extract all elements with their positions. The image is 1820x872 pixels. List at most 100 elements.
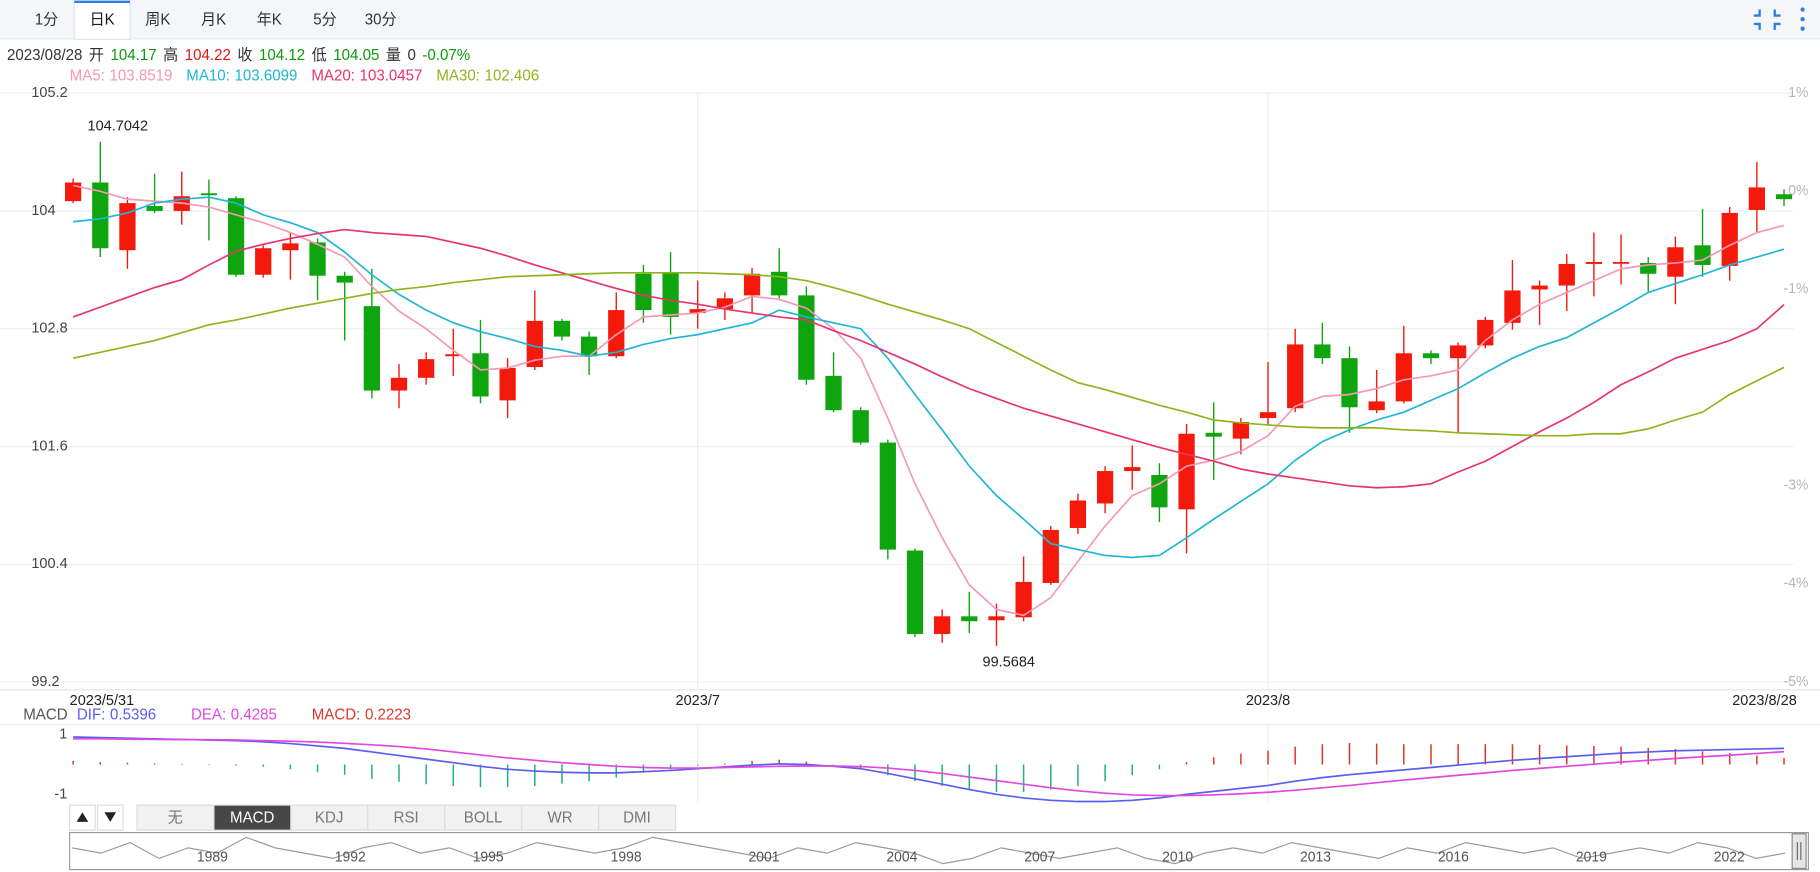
- indicator-tab[interactable]: KDJ: [315, 809, 343, 826]
- candle-body: [499, 367, 516, 401]
- collapse-glyph[interactable]: [1753, 9, 1781, 30]
- y-tick-label: 105.2: [31, 85, 67, 101]
- legend-value: 103.0457: [360, 67, 423, 84]
- low-value: 104.05: [333, 47, 379, 64]
- indicator-tab-bg[interactable]: [367, 804, 446, 831]
- navigator-handle[interactable]: [1791, 833, 1807, 870]
- candle-body: [1450, 345, 1467, 359]
- candle-body: [1259, 412, 1277, 419]
- menu-dot[interactable]: [1800, 26, 1805, 31]
- legend-name: MACD:: [312, 706, 361, 723]
- change-value: -0.07%: [422, 47, 470, 64]
- candle-body: [1124, 467, 1141, 472]
- candle-body: [1422, 353, 1440, 359]
- candle-body: [92, 182, 109, 249]
- legend-name: MA30:: [436, 67, 480, 84]
- ma-line: [72, 184, 1785, 617]
- candle-body: [635, 273, 652, 311]
- period-tab[interactable]: 周K: [145, 11, 171, 28]
- legend: MA5: 103.8519 MA10: 103.6099 MA20: 103.0457 MA…: [70, 67, 539, 84]
- candle-body: [1395, 353, 1412, 402]
- period-tab[interactable]: 日K: [90, 11, 116, 28]
- legend-name: MA10:: [186, 67, 230, 84]
- period-tab[interactable]: 1分: [35, 11, 58, 28]
- candle-body: [906, 550, 924, 634]
- period-tab[interactable]: 月K: [201, 11, 227, 28]
- legend-name: DEA:: [191, 706, 226, 723]
- candle-body: [1151, 474, 1168, 508]
- candle-body: [1721, 212, 1738, 266]
- collapse-icon[interactable]: [1753, 9, 1781, 30]
- period-tab[interactable]: 年K: [257, 11, 283, 28]
- close-value: 104.12: [259, 47, 305, 64]
- indicator-tab[interactable]: BOLL: [464, 809, 503, 826]
- close-label: 收: [237, 47, 252, 64]
- arrow-up[interactable]: [76, 812, 89, 822]
- legend-value: 102.406: [485, 67, 539, 84]
- macd-line: [73, 737, 1785, 797]
- menu-icon[interactable]: [1800, 7, 1805, 31]
- indicator-tab-bg[interactable]: [444, 804, 523, 831]
- legend-value: 0.2223: [365, 706, 411, 723]
- candle-body: [1612, 261, 1630, 264]
- y-tick-label: 102.8: [31, 321, 67, 337]
- candle-body: [852, 410, 869, 443]
- volume-label: 量: [386, 47, 401, 64]
- period-tab[interactable]: 30分: [365, 11, 397, 28]
- y-tick-label: 99.2: [31, 674, 59, 690]
- navigator-year: 1989: [197, 848, 228, 864]
- quote-info: 2023/08/28 开 104.17 高 104.22 收 104.12 低 …: [7, 47, 471, 64]
- navigator-year: 2001: [748, 848, 779, 864]
- candle-body: [1042, 529, 1059, 583]
- low-label: 低: [312, 47, 327, 64]
- high-label: 高: [163, 47, 178, 64]
- arrow-down[interactable]: [104, 812, 117, 822]
- candle-body: [608, 310, 625, 357]
- indicator-tab[interactable]: RSI: [394, 809, 419, 826]
- candle-body: [1531, 285, 1548, 290]
- candle-body: [988, 616, 1005, 621]
- indicator-tab-bg[interactable]: [521, 804, 600, 831]
- x-tick-label: 2023/8/28: [1732, 693, 1797, 709]
- navigator-year: 2016: [1438, 848, 1469, 864]
- candle-body: [1558, 263, 1575, 286]
- candle-body: [65, 182, 82, 202]
- ma-line: [72, 271, 1785, 437]
- y2-tick-label: 1%: [1788, 84, 1809, 100]
- indicator-tab[interactable]: WR: [547, 809, 572, 826]
- navigator-year: 2007: [1024, 848, 1055, 864]
- candle-body: [445, 354, 462, 357]
- indicator-tab[interactable]: MACD: [230, 809, 274, 826]
- candle-body: [1585, 261, 1603, 264]
- legend-name: MA20:: [311, 67, 355, 84]
- indicator-tab[interactable]: 无: [168, 809, 183, 826]
- navigator-year: 1998: [611, 848, 642, 864]
- candle-body: [1287, 344, 1304, 409]
- menu-dot[interactable]: [1800, 7, 1805, 12]
- candle-body: [1748, 187, 1765, 210]
- indicator-tab[interactable]: DMI: [623, 809, 651, 826]
- y-tick-label: 104: [31, 203, 55, 219]
- x-tick-label: 2023/5/31: [70, 693, 135, 709]
- menu-dot[interactable]: [1800, 16, 1805, 22]
- y-tick-label: 100.4: [31, 556, 67, 572]
- indicator-tab-bg[interactable]: [598, 804, 677, 831]
- legend-name: MA5:: [70, 67, 105, 84]
- candle-body: [961, 616, 978, 622]
- volume-value: 0: [407, 47, 415, 64]
- candle-body: [119, 203, 136, 251]
- candle-body: [363, 306, 380, 391]
- candle-body: [1504, 290, 1521, 323]
- candle-body: [716, 298, 734, 310]
- x-tick-label: 2023/8: [1246, 693, 1290, 709]
- candle-body: [1694, 245, 1711, 265]
- period-tab[interactable]: 5分: [313, 11, 336, 28]
- candle-body: [200, 193, 218, 196]
- pane-title: MACD: [23, 706, 67, 723]
- candle-body: [1640, 262, 1657, 274]
- candle-body: [472, 353, 489, 397]
- y2-tick-label: -5%: [1784, 673, 1809, 689]
- max-annotation: 104.7042: [88, 118, 149, 134]
